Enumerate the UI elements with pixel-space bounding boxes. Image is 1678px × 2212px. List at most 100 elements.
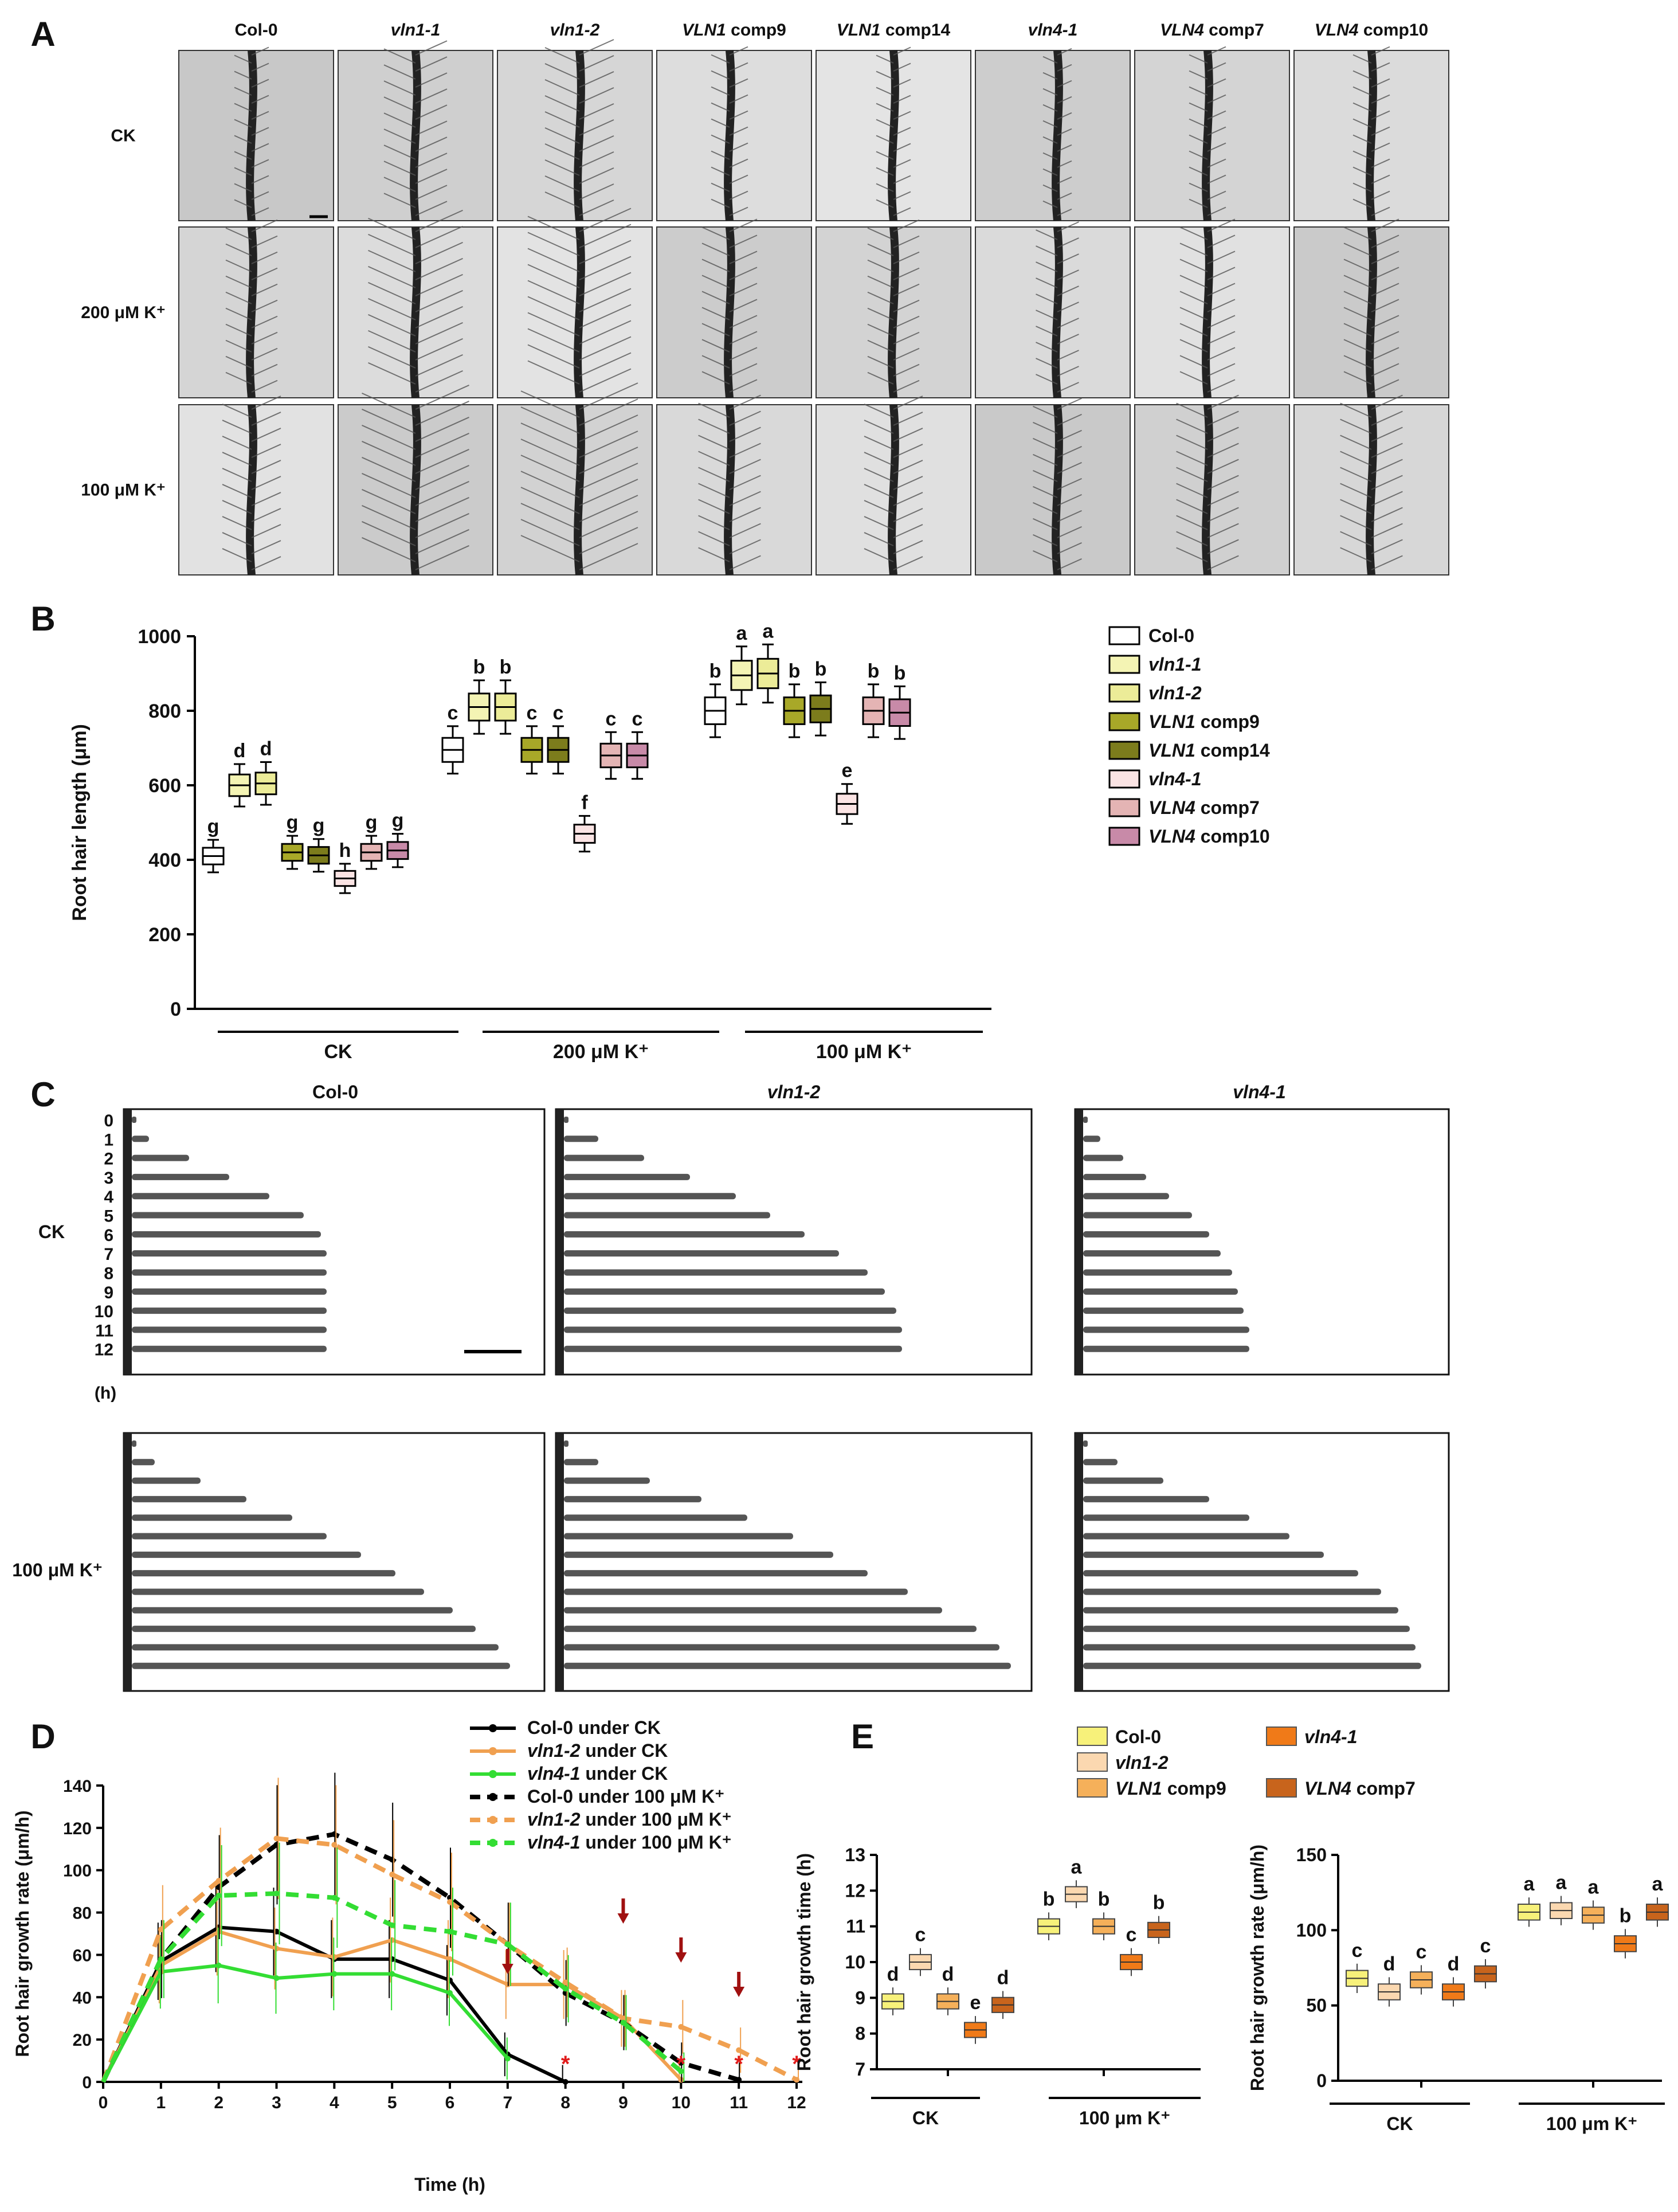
data-point xyxy=(273,1975,280,1982)
hair-frame xyxy=(1083,1551,1324,1558)
legend-label: Col-0 under CK xyxy=(527,1717,661,1738)
hair-frame xyxy=(564,1154,644,1161)
legend-swatch xyxy=(1108,769,1140,789)
box-mark xyxy=(909,1948,932,1976)
label-plain: comp14 xyxy=(1195,740,1270,761)
hair-frame xyxy=(564,1212,770,1219)
root-hair-image xyxy=(975,221,1131,398)
significance-letter: a xyxy=(736,623,748,644)
data-point xyxy=(215,1962,222,1968)
data-point xyxy=(504,1941,511,1947)
hour-label: 12 xyxy=(95,1341,113,1360)
legend-label: VLN4 comp10 xyxy=(1148,826,1270,847)
hair-frame xyxy=(132,1307,327,1314)
y-tick-label: 40 xyxy=(73,1988,92,2007)
legend-label: VLN1 comp9 xyxy=(1115,1778,1226,1799)
y-tick-label: 140 xyxy=(63,1777,92,1796)
hair-frame xyxy=(132,1231,321,1238)
root-axis xyxy=(1202,404,1213,575)
label-italic: VLN1 xyxy=(1148,711,1195,732)
box-mark xyxy=(936,1987,959,2015)
hair-frame xyxy=(564,1588,908,1595)
y-tick-label: 7 xyxy=(855,2059,865,2080)
root-hair-image xyxy=(656,46,812,221)
root-edge xyxy=(556,1109,564,1375)
label-italic: VLN1 xyxy=(837,21,881,40)
label-plain: comp9 xyxy=(1162,1778,1226,1799)
hair-frame xyxy=(1083,1173,1146,1180)
hair-frame xyxy=(564,1326,902,1333)
box-mark xyxy=(964,2016,987,2044)
root-hairs xyxy=(544,39,614,216)
hair-frame xyxy=(1083,1345,1249,1352)
hair-frame xyxy=(564,1459,598,1466)
data-point xyxy=(562,1979,569,1986)
hour-label: 6 xyxy=(104,1226,113,1245)
root-hairs xyxy=(1343,218,1399,393)
label-italic: vln1-2 xyxy=(1115,1752,1169,1773)
significance-letter: a xyxy=(1524,1873,1535,1895)
legend-plain: under 100 μM K⁺ xyxy=(580,1809,731,1830)
arrow-head xyxy=(617,1913,629,1924)
significance-letter: d xyxy=(260,738,272,759)
arrow-head xyxy=(501,1964,513,1974)
significance-letter: d xyxy=(1383,1953,1395,1975)
legend-marker xyxy=(489,1770,497,1778)
label-plain: Col-0 xyxy=(235,21,278,40)
y-axis-label: Root hair growth rate (μm/h) xyxy=(12,1810,33,2057)
legend-swatch xyxy=(1108,798,1140,817)
hair-frame xyxy=(1083,1477,1163,1484)
legend-swatch xyxy=(1108,655,1140,674)
hair-frame xyxy=(1083,1459,1118,1466)
root-hair-image xyxy=(178,46,334,221)
x-tick-label: 11 xyxy=(730,2093,748,2112)
box-mark xyxy=(1614,1929,1637,1959)
significance-letter: g xyxy=(392,810,404,832)
root-hair-image xyxy=(656,218,812,398)
box-mark xyxy=(756,643,779,704)
hour-label: 7 xyxy=(104,1245,113,1264)
hair-frame xyxy=(1083,1588,1381,1595)
x-tick-label: 2 xyxy=(214,2093,224,2112)
box-mark xyxy=(334,863,356,894)
legend-italic: vln4-1 xyxy=(527,1763,580,1784)
x-tick-label: 0 xyxy=(99,2093,108,2112)
root-axis xyxy=(574,50,585,221)
box-mark xyxy=(228,763,251,808)
hair-frame xyxy=(1083,1307,1244,1314)
time-lapse-image xyxy=(1074,1108,1450,1376)
box-mark xyxy=(1410,1965,1433,1995)
root-hair-image xyxy=(1134,218,1290,398)
asterisk: * xyxy=(677,2052,686,2077)
box-mark xyxy=(520,725,543,775)
hair-frame xyxy=(564,1644,999,1651)
legend-label: VLN1 comp14 xyxy=(1148,740,1270,761)
hair-frame xyxy=(1083,1136,1100,1142)
hour-label: 3 xyxy=(104,1169,113,1188)
data-point xyxy=(215,1878,222,1884)
hair-frame xyxy=(564,1477,650,1484)
hair-frame xyxy=(1083,1440,1088,1447)
box-mark xyxy=(599,731,622,780)
label-plain: comp7 xyxy=(1351,1778,1416,1799)
group-label: 200 μM K⁺ xyxy=(553,1041,649,1063)
label-italic: vln4-1 xyxy=(1233,1082,1285,1102)
y-tick-label: 0 xyxy=(170,999,181,1020)
label-plain: comp10 xyxy=(1195,826,1270,847)
image-frame xyxy=(1074,1432,1450,1692)
label-italic: VLN4 xyxy=(1148,826,1195,847)
y-tick-label: 10 xyxy=(845,1952,865,1972)
root-hairs xyxy=(368,209,463,393)
root-axis xyxy=(410,226,421,398)
y-tick-label: 800 xyxy=(148,700,181,722)
column-label-7: VLN4 comp10 xyxy=(1315,21,1428,40)
hour-label: 1 xyxy=(104,1130,113,1149)
legend-label: vln4-1 under 100 μM K⁺ xyxy=(527,1832,732,1853)
legend-label: vln1-2 under 100 μM K⁺ xyxy=(527,1809,732,1830)
root-hair-image xyxy=(816,46,971,221)
root-hair-image xyxy=(816,396,971,575)
y-tick-label: 13 xyxy=(845,1845,865,1865)
data-point xyxy=(447,1990,453,1996)
hair-frame xyxy=(132,1570,395,1577)
